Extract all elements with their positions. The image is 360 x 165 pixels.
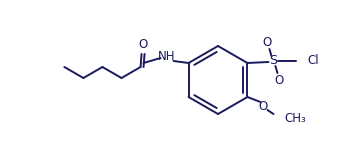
Text: NH: NH [158,50,175,64]
Text: O: O [138,38,147,51]
Text: CH₃: CH₃ [284,112,306,125]
Text: O: O [263,35,272,49]
Text: S: S [269,54,278,67]
Text: O: O [259,100,268,114]
Text: O: O [275,73,284,86]
Text: Cl: Cl [307,54,319,67]
